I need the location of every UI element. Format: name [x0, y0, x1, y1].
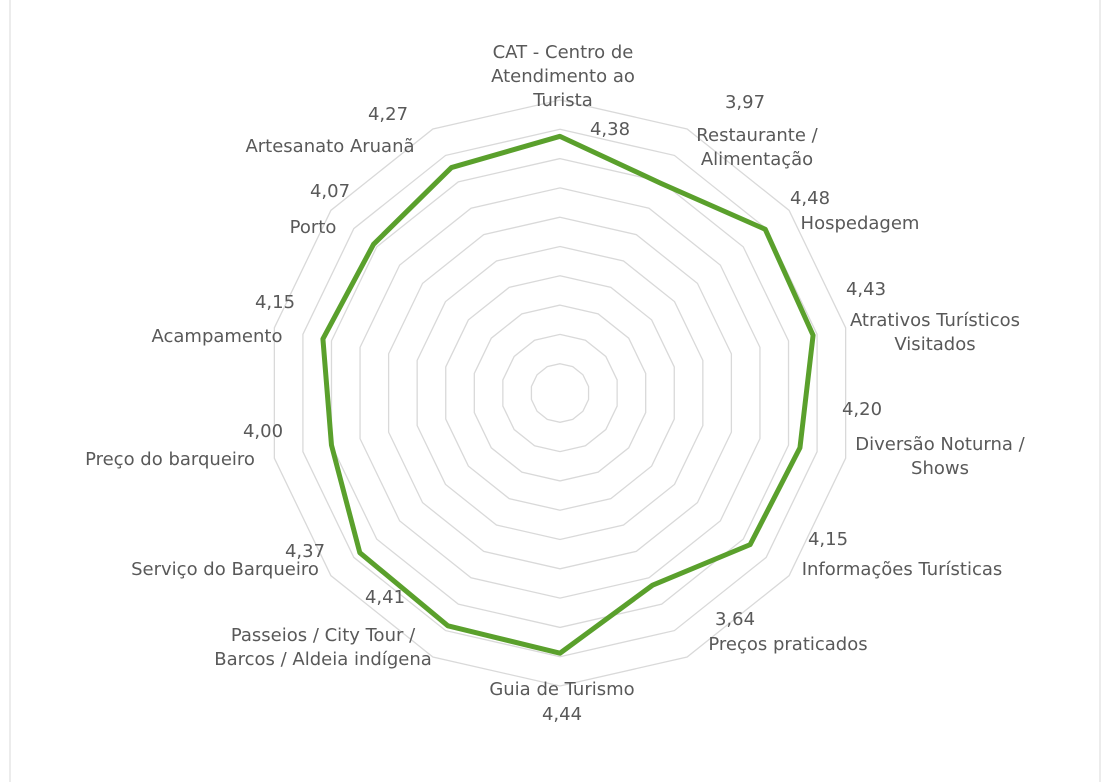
- grid-ring: [445, 275, 675, 511]
- value-label: 4,43: [845, 279, 887, 300]
- grid-ring: [302, 128, 818, 658]
- category-label: Serviço do Barqueiro: [131, 559, 319, 580]
- grid-ring: [359, 187, 761, 599]
- value-label: 4,15: [254, 292, 296, 313]
- category-label: Preços praticados: [708, 634, 868, 655]
- category-label: Passeios / City Tour / Barcos / Aldeia i…: [214, 625, 432, 670]
- value-label: 4,20: [841, 399, 883, 420]
- value-label: 3,97: [724, 92, 766, 113]
- value-label: 4,41: [364, 587, 406, 608]
- category-label: Hospedagem: [800, 213, 920, 234]
- category-label: Restaurante / Alimentação: [696, 125, 818, 170]
- grid-ring: [530, 363, 590, 423]
- value-label: 4,15: [807, 529, 849, 550]
- grid-ring: [330, 157, 790, 629]
- value-label: 4,07: [309, 181, 351, 202]
- category-label: Informações Turísticas: [801, 559, 1003, 580]
- category-label: Guia de Turismo: [489, 679, 635, 700]
- value-label: 3,64: [714, 609, 756, 630]
- category-label: Artesanato Aruanã: [245, 136, 415, 157]
- grid-ring: [473, 304, 647, 482]
- category-label: Acampamento: [151, 326, 283, 347]
- grid-ring: [387, 216, 733, 570]
- grid-ring: [502, 333, 618, 453]
- value-label: 4,44: [541, 704, 583, 725]
- value-label: 4,00: [242, 421, 284, 442]
- grid-ring: [273, 99, 847, 687]
- category-label: Atrativos Turísticos Visitados: [849, 310, 1021, 355]
- category-label: Diversão Noturna / Shows: [855, 434, 1025, 479]
- category-label: Porto: [289, 217, 337, 238]
- value-label: 4,48: [789, 188, 831, 209]
- value-label: 4,38: [589, 119, 631, 140]
- category-label: CAT - Centro de Atendimento ao Turista: [491, 42, 635, 111]
- value-label: 4,37: [284, 541, 326, 562]
- grid-ring: [416, 245, 704, 541]
- chart-border: [9, 0, 1101, 782]
- value-label: 4,27: [367, 104, 409, 125]
- data-line: [320, 133, 816, 656]
- category-label: Preço do barqueiro: [85, 449, 255, 470]
